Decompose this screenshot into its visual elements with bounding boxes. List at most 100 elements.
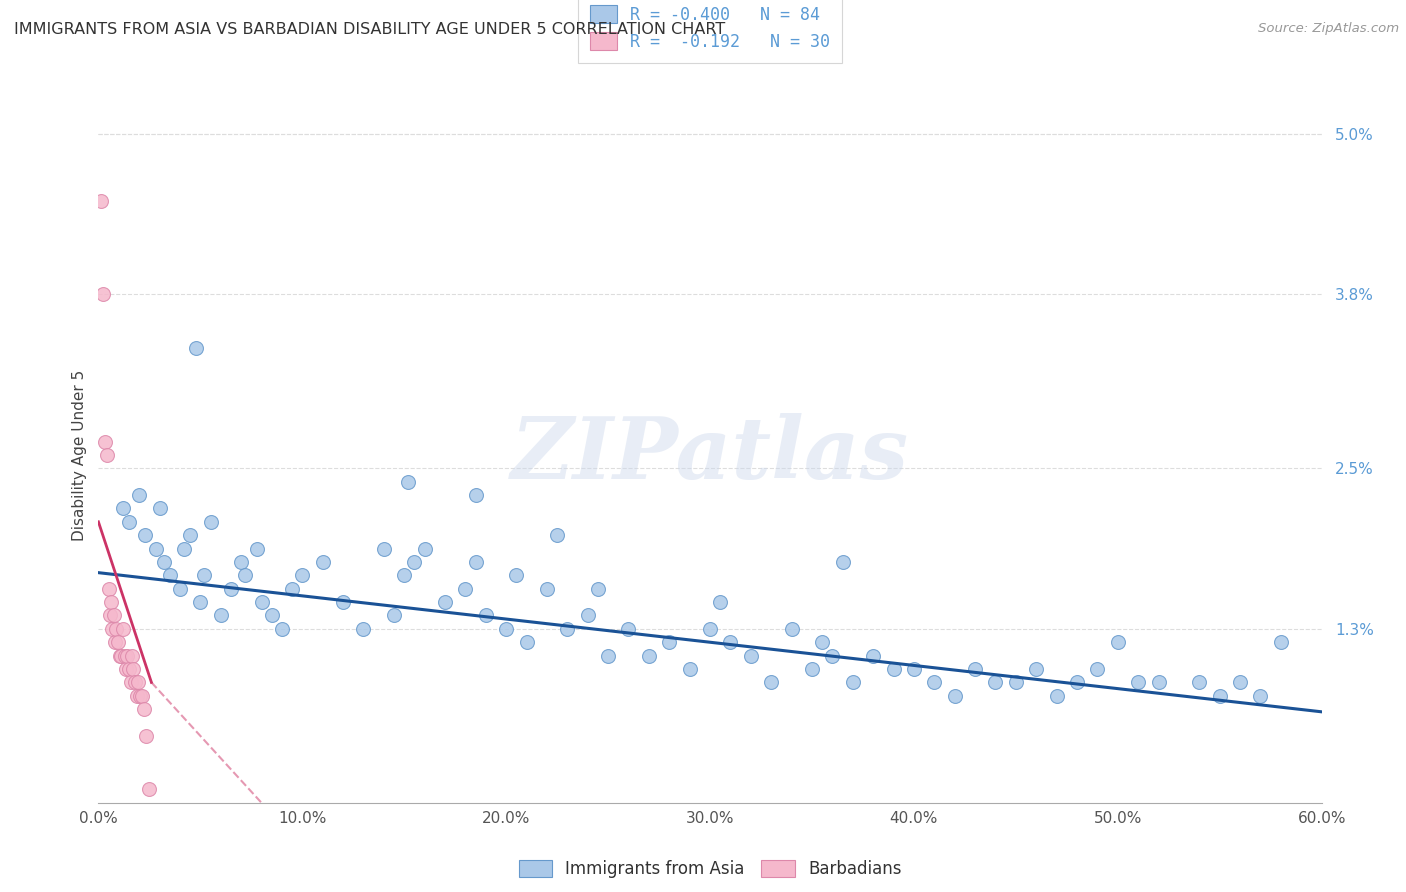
Point	[188, 595, 212, 609]
Text: ZIPatlas: ZIPatlas	[510, 413, 910, 497]
Point	[404, 555, 426, 569]
Point	[91, 287, 114, 301]
Point	[1147, 675, 1170, 690]
Point	[759, 675, 782, 690]
Point	[159, 568, 181, 582]
Point	[373, 541, 395, 556]
Point	[1085, 662, 1108, 676]
Point	[392, 568, 416, 582]
Point	[576, 608, 599, 623]
Point	[124, 675, 146, 690]
Point	[250, 595, 273, 609]
Point	[270, 622, 294, 636]
Point	[382, 608, 405, 623]
Point	[100, 595, 122, 609]
Point	[246, 541, 269, 556]
Point	[801, 662, 824, 676]
Point	[841, 675, 863, 690]
Point	[1229, 675, 1251, 690]
Point	[638, 648, 661, 663]
Point	[536, 582, 558, 596]
Point	[332, 595, 354, 609]
Point	[413, 541, 436, 556]
Point	[658, 635, 681, 649]
Point	[903, 662, 925, 676]
Point	[128, 488, 150, 502]
Point	[186, 341, 208, 355]
Point	[169, 582, 191, 596]
Point	[495, 622, 517, 636]
Point	[679, 662, 702, 676]
Point	[352, 622, 374, 636]
Point	[96, 448, 118, 462]
Point	[922, 675, 945, 690]
Point	[149, 501, 172, 516]
Y-axis label: Disability Age Under 5: Disability Age Under 5	[72, 369, 87, 541]
Point	[90, 194, 112, 208]
Point	[134, 528, 156, 542]
Point	[740, 648, 762, 663]
Point	[231, 555, 253, 569]
Point	[1107, 635, 1129, 649]
Point	[125, 689, 148, 703]
Point	[173, 541, 195, 556]
Point	[1249, 689, 1271, 703]
Point	[219, 582, 242, 596]
Point	[127, 675, 149, 690]
Point	[780, 622, 803, 636]
Point	[811, 635, 834, 649]
Point	[557, 622, 579, 636]
Point	[145, 541, 167, 556]
Point	[108, 648, 131, 663]
Point	[1188, 675, 1211, 690]
Point	[118, 662, 141, 676]
Point	[120, 675, 142, 690]
Point	[454, 582, 477, 596]
Point	[179, 528, 201, 542]
Point	[135, 729, 157, 743]
Point	[1270, 635, 1292, 649]
Point	[111, 622, 134, 636]
Point	[699, 622, 721, 636]
Point	[122, 662, 145, 676]
Point	[233, 568, 256, 582]
Point	[101, 622, 124, 636]
Point	[134, 702, 156, 716]
Point	[200, 515, 222, 529]
Point	[118, 515, 141, 529]
Point	[821, 648, 844, 663]
Point	[709, 595, 731, 609]
Point	[1208, 689, 1232, 703]
Point	[114, 648, 136, 663]
Point	[1004, 675, 1026, 690]
Legend: Immigrants from Asia, Barbadians: Immigrants from Asia, Barbadians	[512, 854, 908, 885]
Point	[121, 648, 143, 663]
Text: IMMIGRANTS FROM ASIA VS BARBADIAN DISABILITY AGE UNDER 5 CORRELATION CHART: IMMIGRANTS FROM ASIA VS BARBADIAN DISABI…	[14, 22, 725, 37]
Point	[209, 608, 232, 623]
Point	[862, 648, 884, 663]
Point	[103, 608, 125, 623]
Point	[396, 475, 419, 489]
Point	[831, 555, 853, 569]
Point	[1045, 689, 1069, 703]
Point	[617, 622, 640, 636]
Point	[152, 555, 174, 569]
Point	[117, 648, 139, 663]
Point	[281, 582, 304, 596]
Point	[720, 635, 742, 649]
Point	[1025, 662, 1047, 676]
Point	[984, 675, 1007, 690]
Point	[138, 782, 160, 797]
Point	[111, 501, 134, 516]
Point	[965, 662, 987, 676]
Point	[464, 555, 486, 569]
Point	[104, 635, 127, 649]
Point	[883, 662, 905, 676]
Point	[1066, 675, 1088, 690]
Point	[586, 582, 609, 596]
Point	[474, 608, 498, 623]
Point	[464, 488, 486, 502]
Point	[98, 608, 121, 623]
Point	[110, 648, 132, 663]
Point	[943, 689, 966, 703]
